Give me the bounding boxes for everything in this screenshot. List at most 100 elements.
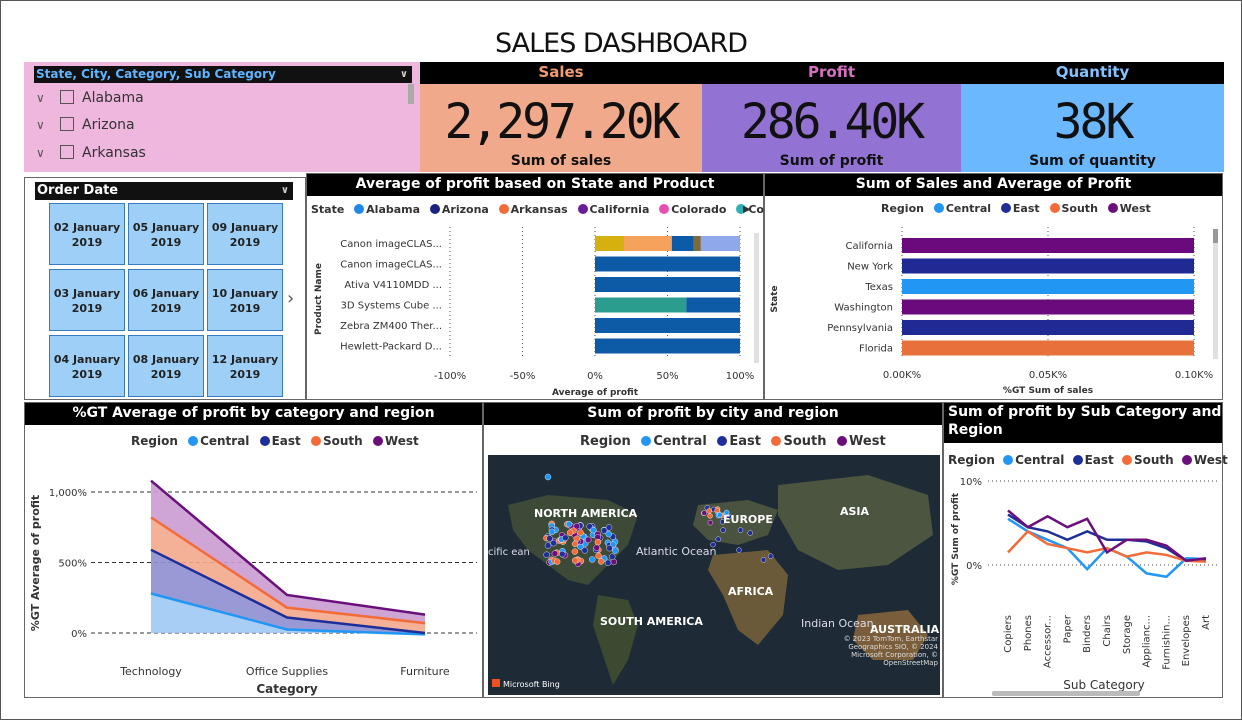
legend-item[interactable]: South bbox=[322, 434, 363, 448]
x-tick-label: Office Supplies bbox=[246, 665, 328, 678]
city-dot bbox=[606, 544, 613, 552]
city-dot bbox=[747, 530, 753, 536]
city-dot bbox=[548, 528, 556, 536]
chevron-down-icon[interactable]: ∨ bbox=[280, 185, 289, 196]
legend-item[interactable]: Central bbox=[200, 434, 250, 448]
bar-segment bbox=[595, 277, 740, 292]
city-dot bbox=[737, 527, 744, 533]
order-date-title: Order Date bbox=[37, 183, 119, 198]
city-dot bbox=[714, 507, 720, 514]
legend-item[interactable]: East bbox=[1084, 453, 1114, 467]
chevron-right-icon[interactable]: › bbox=[287, 288, 295, 309]
legend-item[interactable]: Alabama bbox=[366, 203, 421, 216]
slicer-title: State, City, Category, Sub Category bbox=[36, 67, 276, 81]
city-dot bbox=[720, 527, 726, 533]
y-tick-label: 0% bbox=[966, 561, 982, 572]
legend-item[interactable]: East bbox=[1012, 202, 1040, 215]
slicer-item[interactable]: ∨ Arizona bbox=[36, 114, 135, 136]
expand-icon[interactable]: ∨ bbox=[36, 91, 45, 105]
area-band bbox=[151, 517, 425, 633]
legend-item[interactable]: West bbox=[1193, 453, 1228, 467]
legend-item[interactable]: East bbox=[729, 434, 761, 449]
bar-segment bbox=[693, 236, 701, 251]
city-dot bbox=[594, 538, 602, 546]
map-label: SOUTH AMERICA bbox=[600, 615, 703, 628]
expand-icon[interactable]: ∨ bbox=[36, 146, 45, 160]
city-dot bbox=[571, 540, 579, 548]
date-tile[interactable]: 09 January 2019 bbox=[207, 203, 283, 265]
map-label: NORTH AMERICA bbox=[534, 507, 638, 520]
x-axis-label: Sub Category bbox=[1063, 678, 1144, 692]
date-tile[interactable]: 10 January 2019 bbox=[207, 269, 283, 331]
legend-title: Region bbox=[131, 434, 178, 448]
x-tick-label: 100% bbox=[726, 371, 755, 382]
legend-item[interactable]: Central bbox=[653, 434, 707, 449]
slicer-item-label: Alabama bbox=[82, 90, 144, 106]
date-tile[interactable]: 05 January 2019 bbox=[128, 203, 204, 265]
legend-item[interactable]: Arkansas bbox=[510, 203, 568, 216]
legend-next-icon[interactable]: ▶ bbox=[743, 204, 751, 215]
bing-logo-icon bbox=[492, 679, 500, 687]
legend-dot bbox=[577, 204, 588, 214]
checkbox[interactable] bbox=[60, 90, 74, 104]
chevron-down-icon[interactable]: ∨ bbox=[399, 69, 408, 80]
date-tile[interactable]: 12 January 2019 bbox=[207, 335, 283, 397]
legend-dot bbox=[933, 203, 944, 213]
y-tick-label: 1,000% bbox=[49, 488, 87, 499]
africa-shape bbox=[708, 550, 788, 645]
legend-item[interactable]: South bbox=[1061, 202, 1098, 215]
legend-item[interactable]: Arizona bbox=[441, 203, 489, 216]
series-line bbox=[150, 592, 426, 636]
x-tick-label: Storage bbox=[1122, 615, 1133, 654]
expand-icon[interactable]: ∨ bbox=[36, 118, 45, 132]
legend-item[interactable]: East bbox=[271, 434, 301, 448]
map-label: AFRICA bbox=[728, 585, 774, 598]
state-slicer: State, City, Category, Sub Category ∨ ∨ A… bbox=[24, 62, 420, 172]
profit-kpi-card: 286.40K Sum of profit bbox=[702, 84, 961, 172]
chart-plot: 0% 10% Copiers Phones Accessor... Paper Binder… bbox=[951, 477, 1218, 696]
date-tile[interactable]: 04 January 2019 bbox=[49, 335, 125, 397]
legend-item[interactable]: California bbox=[589, 203, 650, 216]
slicer-item[interactable]: ∨ Alabama bbox=[36, 87, 144, 109]
date-tile[interactable]: 08 January 2019 bbox=[128, 335, 204, 397]
profit-kpi-title: Profit bbox=[808, 63, 855, 81]
legend-item[interactable]: Central bbox=[1015, 453, 1065, 467]
map-attribution[interactable]: © 2023 TomTom, Earthstar Geographics SIO… bbox=[843, 635, 938, 667]
profit-kpi-label: Sum of profit bbox=[779, 153, 884, 169]
x-tick-label: Copiers bbox=[1003, 615, 1014, 653]
x-tick-label: Art bbox=[1201, 615, 1212, 630]
sales-kpi-label: Sum of sales bbox=[510, 153, 612, 169]
x-tick-label: 0.05K% bbox=[1029, 370, 1067, 381]
map-label: ASIA bbox=[840, 505, 870, 518]
legend-item[interactable]: West bbox=[849, 434, 886, 449]
legend-item[interactable]: South bbox=[1133, 453, 1174, 467]
y-tick-label: Hewlett-Packard D... bbox=[340, 342, 442, 353]
legend-item[interactable]: West bbox=[1119, 202, 1151, 215]
area-band bbox=[151, 480, 425, 624]
city-dot bbox=[593, 544, 600, 551]
legend-item[interactable]: Central bbox=[945, 202, 992, 215]
bar-segment bbox=[671, 236, 694, 251]
date-tile[interactable]: 02 January 2019 bbox=[49, 203, 125, 265]
legend-dot bbox=[188, 436, 199, 446]
legend-item[interactable]: South bbox=[783, 434, 827, 449]
world-map[interactable]: NORTH AMERICA EUROPE ASIA Atlantic Ocean… bbox=[488, 455, 940, 695]
map-label: Indian Ocean bbox=[801, 617, 874, 630]
slicer-header[interactable]: State, City, Category, Sub Category ∨ bbox=[34, 66, 412, 83]
legend-item[interactable]: West bbox=[384, 434, 419, 448]
legend-item[interactable]: Colorado bbox=[671, 203, 727, 216]
checkbox[interactable] bbox=[60, 117, 74, 131]
chart-title: Sum of Sales and Average of Profit bbox=[765, 174, 1222, 196]
checkbox[interactable] bbox=[60, 145, 74, 159]
order-date-header[interactable]: Order Date ∨ bbox=[35, 182, 293, 200]
profit-by-city-map: Sum of profit by city and region Region … bbox=[483, 402, 943, 698]
city-dot bbox=[723, 509, 730, 516]
city-dot bbox=[544, 542, 552, 549]
slicer-item[interactable]: ∨ Arkansas bbox=[36, 142, 146, 164]
city-dot bbox=[553, 558, 561, 565]
date-tile[interactable]: 03 January 2019 bbox=[49, 269, 125, 331]
y-tick-label: 10% bbox=[960, 477, 982, 488]
date-tile[interactable]: 06 January 2019 bbox=[128, 269, 204, 331]
chart-plot: 0.00K% 0.05K% 0.10K% %GT Sum of sales State C… bbox=[770, 227, 1218, 396]
scrollbar[interactable] bbox=[408, 84, 414, 104]
